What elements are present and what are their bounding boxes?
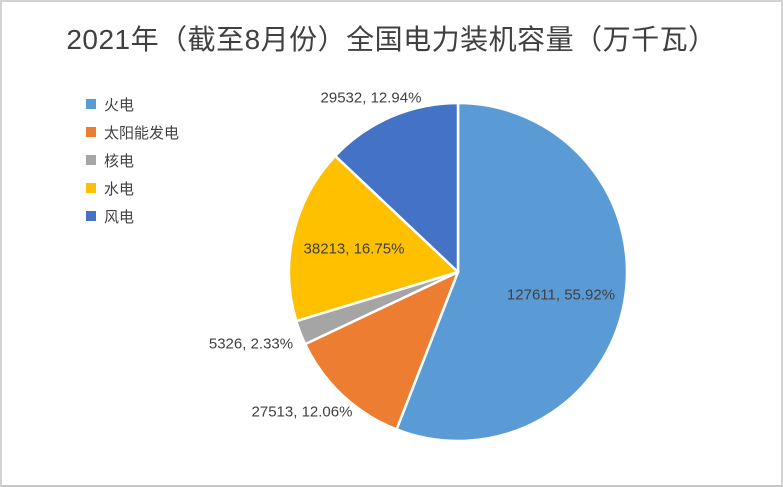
legend-label-solar: 太阳能发电 bbox=[104, 124, 180, 142]
chart-title: 2021年（截至8月份）全国电力装机容量（万千瓦） bbox=[66, 24, 717, 55]
legend: 火电太阳能发电核电水电风电 bbox=[86, 90, 179, 230]
legend-swatch-nuclear bbox=[86, 155, 96, 165]
pie-slice-solar bbox=[303, 270, 460, 431]
legend-label-nuclear: 核电 bbox=[104, 152, 135, 170]
legend-label-hydro: 水电 bbox=[104, 180, 135, 198]
data-label-nuclear: 5326, 2.33% bbox=[209, 336, 293, 353]
pie-slice-hydro bbox=[287, 154, 460, 323]
pie-slice-wind bbox=[333, 101, 460, 274]
legend-swatch-wind bbox=[86, 211, 96, 221]
pie-slice-thermal bbox=[395, 101, 629, 443]
legend-item-wind: 风电 bbox=[86, 202, 179, 230]
data-label-thermal: 127611, 55.92% bbox=[507, 287, 615, 304]
legend-item-thermal: 火电 bbox=[86, 90, 179, 118]
legend-item-nuclear: 核电 bbox=[86, 146, 179, 174]
legend-item-hydro: 水电 bbox=[86, 174, 179, 202]
legend-item-solar: 太阳能发电 bbox=[86, 118, 179, 146]
legend-swatch-solar bbox=[86, 127, 96, 137]
legend-swatch-thermal bbox=[86, 99, 96, 109]
legend-swatch-hydro bbox=[86, 183, 96, 193]
legend-label-thermal: 火电 bbox=[104, 96, 135, 114]
data-label-solar: 27513, 12.06% bbox=[252, 404, 353, 421]
legend-label-wind: 风电 bbox=[104, 208, 135, 226]
data-label-wind: 29532, 12.94% bbox=[321, 90, 422, 107]
data-label-hydro: 38213, 16.75% bbox=[304, 241, 405, 258]
